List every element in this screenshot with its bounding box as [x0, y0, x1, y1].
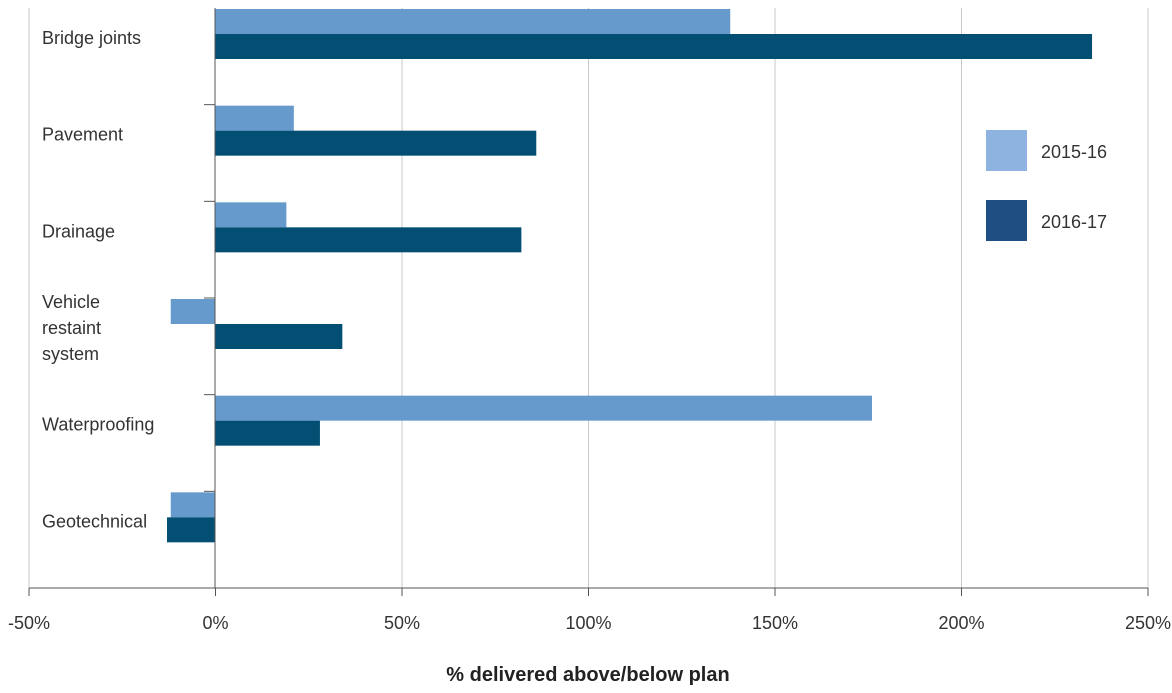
bar [215, 130, 537, 156]
x-tick-label: 50% [384, 613, 420, 633]
legend-swatch [986, 200, 1027, 241]
bar [215, 420, 320, 446]
category-label: Vehicle restaint system [42, 292, 101, 364]
category-label: Waterproofing [42, 415, 154, 435]
x-tick-label: 150% [752, 613, 798, 633]
bar [215, 105, 294, 131]
x-tick-label: 250% [1125, 613, 1171, 633]
legend: 2015-16 2016-17 [986, 130, 1107, 241]
category-label: Drainage [42, 221, 115, 241]
bar [215, 395, 872, 421]
bar [167, 517, 216, 543]
legend-label: 2015-16 [1041, 142, 1107, 162]
bars [167, 9, 1093, 543]
legend-label: 2016-17 [1041, 212, 1107, 232]
category-label-line: Waterproofing [42, 415, 154, 435]
category-label-line: system [42, 344, 99, 364]
x-tick-label: 100% [565, 613, 611, 633]
bar [170, 492, 216, 518]
legend-swatch [986, 130, 1027, 171]
category-label-line: restaint [42, 318, 101, 338]
x-tick-label: 0% [202, 613, 228, 633]
bar [215, 227, 522, 253]
bar [215, 202, 287, 228]
category-label: Geotechnical [42, 511, 147, 531]
x-tick-label: 200% [938, 613, 984, 633]
x-axis-title: % delivered above/below plan [446, 664, 729, 686]
category-label-line: Drainage [42, 221, 115, 241]
x-tick-label: -50% [8, 613, 50, 633]
category-label: Bridge joints [42, 28, 141, 48]
category-label-line: Geotechnical [42, 511, 147, 531]
category-label-line: Bridge joints [42, 28, 141, 48]
category-label-line: Vehicle [42, 292, 100, 312]
category-label-line: Pavement [42, 125, 123, 145]
bar [215, 34, 1093, 59]
category-label: Pavement [42, 125, 123, 145]
axes: -50% 0% 50% 100% 150% 200% 250% Bridge joints Pa… [8, 8, 1171, 633]
bar [215, 324, 343, 349]
grid-lines [28, 8, 1149, 588]
bar [215, 9, 731, 34]
bar [170, 299, 216, 324]
